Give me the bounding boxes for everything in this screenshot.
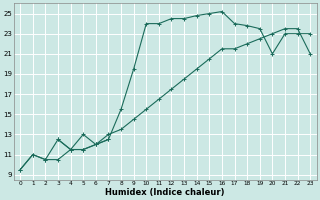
X-axis label: Humidex (Indice chaleur): Humidex (Indice chaleur) — [106, 188, 225, 197]
